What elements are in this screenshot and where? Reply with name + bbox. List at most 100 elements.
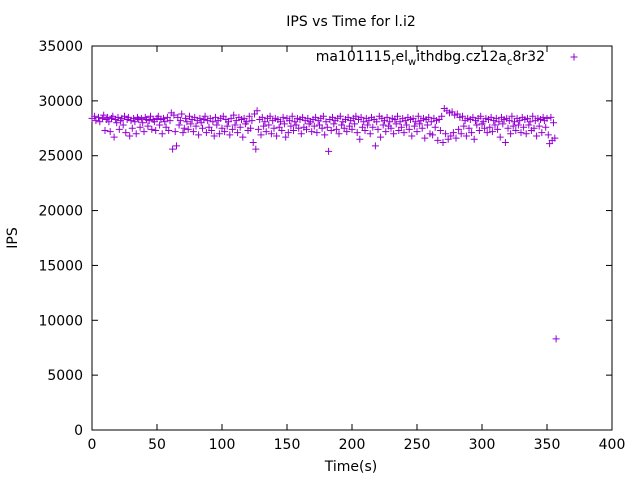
data-point [465, 124, 473, 132]
data-point [223, 122, 231, 130]
data-point [383, 113, 391, 121]
data-point [119, 121, 127, 129]
data-point [252, 145, 260, 153]
data-point [425, 113, 433, 121]
data-point [310, 122, 318, 130]
data-point [267, 130, 275, 138]
data-point [508, 112, 516, 120]
data-point [182, 114, 190, 122]
data-point [483, 129, 491, 137]
data-point [131, 118, 139, 126]
y-tick-label: 30000 [38, 94, 83, 110]
x-axis-label: Time(s) [324, 459, 377, 475]
data-point [550, 119, 557, 127]
data-point [356, 135, 364, 143]
data-point [98, 114, 106, 122]
data-point [495, 118, 503, 126]
data-point [544, 131, 552, 139]
data-point [234, 129, 242, 137]
data-point [290, 126, 297, 134]
data-point [412, 118, 420, 126]
data-point [374, 125, 382, 133]
data-point [243, 118, 251, 126]
y-tick-label: 35000 [38, 39, 83, 55]
data-point [195, 131, 203, 139]
data-point [236, 123, 244, 131]
plot-frame [91, 45, 613, 431]
data-point [364, 121, 372, 129]
data-point [366, 130, 374, 138]
data-point [287, 122, 295, 130]
data-point [538, 129, 546, 137]
data-point [210, 132, 218, 140]
data-point [273, 132, 281, 140]
data-point [208, 126, 216, 134]
data-point [504, 124, 512, 132]
data-point [265, 121, 273, 129]
data-point [525, 121, 533, 129]
data-point [148, 125, 156, 133]
data-points [88, 105, 560, 343]
y-axis-label: IPS [5, 227, 21, 249]
data-point [126, 132, 134, 140]
data-point [282, 133, 290, 141]
data-point [303, 125, 310, 133]
x-tick-label: 250 [404, 437, 431, 453]
data-point [183, 118, 191, 126]
data-point [262, 128, 270, 136]
legend-text: ithdbg.cz12a [416, 49, 507, 65]
data-point [179, 129, 187, 137]
data-point [228, 125, 236, 133]
data-point [505, 117, 513, 125]
data-point [387, 124, 395, 132]
data-point [278, 126, 286, 134]
data-point [434, 136, 442, 144]
y-tick-label: 15000 [38, 258, 83, 274]
data-point [491, 121, 499, 129]
data-point [91, 112, 99, 120]
data-point [249, 139, 257, 147]
data-point [308, 128, 316, 136]
x-tick-label: 350 [534, 437, 561, 453]
data-point [95, 113, 102, 121]
data-point [176, 117, 184, 125]
data-point [336, 112, 344, 120]
data-point [161, 118, 169, 126]
data-point [173, 142, 180, 150]
data-point [542, 123, 550, 131]
data-point [353, 129, 361, 137]
data-point [200, 116, 208, 124]
data-point [196, 114, 204, 122]
data-point [327, 126, 335, 134]
data-point [377, 133, 385, 141]
data-point [473, 121, 481, 129]
data-point [468, 129, 476, 137]
data-point [199, 124, 206, 132]
data-point [247, 124, 255, 132]
data-point [101, 126, 109, 134]
data-point [343, 128, 351, 136]
data-point [325, 147, 333, 155]
data-point [501, 139, 509, 147]
data-point [192, 122, 200, 130]
data-point [390, 130, 398, 138]
data-point [357, 113, 365, 121]
data-point [507, 130, 515, 138]
data-point [171, 128, 179, 136]
data-point [459, 112, 466, 120]
x-tick-label: 50 [148, 437, 166, 453]
data-point [139, 119, 147, 127]
data-point [530, 124, 538, 132]
data-point [231, 121, 239, 129]
chart-title: IPS vs Time for l.i2 [286, 14, 416, 30]
data-point [136, 123, 144, 131]
legend-text: el [396, 49, 409, 65]
data-point [137, 114, 145, 122]
data-point [145, 117, 153, 125]
data-point [462, 132, 470, 140]
x-tick-label: 0 [88, 437, 97, 453]
data-point [115, 125, 123, 133]
data-point [486, 123, 494, 131]
legend-subscript: w [408, 57, 416, 68]
